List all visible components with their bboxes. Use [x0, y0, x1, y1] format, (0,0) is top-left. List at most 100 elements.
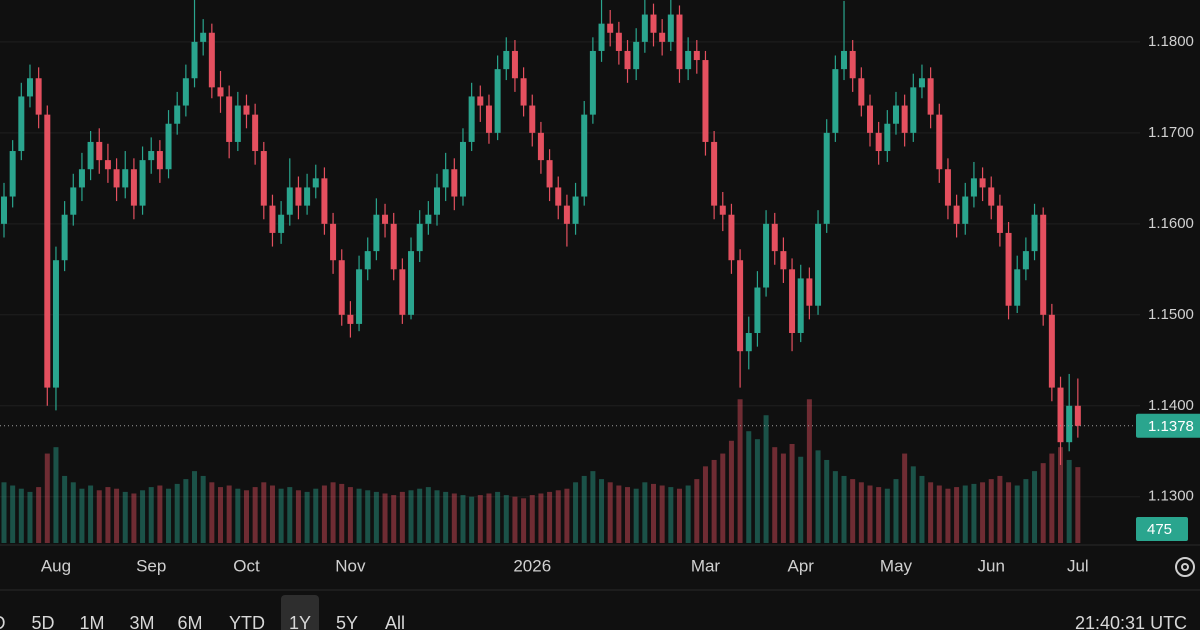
- price-pane: [1, 0, 1081, 465]
- volume-bar: [832, 471, 838, 543]
- volume-bar: [460, 495, 466, 543]
- range-button[interactable]: 6M: [177, 613, 202, 630]
- candle-body: [200, 32, 207, 42]
- volume-bar: [356, 488, 362, 543]
- candle-body: [901, 105, 908, 133]
- range-button[interactable]: YTD: [229, 613, 265, 630]
- candle-body: [390, 223, 397, 270]
- candle-body: [148, 151, 155, 161]
- candle-body: [278, 214, 285, 233]
- volume-bar: [1032, 471, 1038, 543]
- volume-bar: [174, 483, 180, 543]
- volume-bar: [928, 482, 934, 543]
- candle-body: [1066, 405, 1073, 443]
- volume-bar: [1023, 479, 1029, 543]
- volume-bar: [88, 485, 94, 543]
- candle-body: [347, 314, 354, 324]
- volume-bar: [971, 483, 977, 543]
- candle-body: [156, 151, 163, 170]
- settings-gear-center[interactable]: [1181, 563, 1189, 571]
- range-button[interactable]: 5D: [31, 613, 54, 630]
- volume-bar: [321, 485, 327, 543]
- volume-bar: [192, 471, 198, 543]
- volume-bar: [815, 450, 821, 543]
- candle-body: [944, 169, 951, 206]
- candle-body: [927, 78, 934, 115]
- candle-body: [459, 141, 466, 197]
- candle-body: [408, 251, 415, 315]
- volume-bar: [1049, 453, 1055, 543]
- settings-gear[interactable]: [1175, 557, 1195, 577]
- volume-bar: [434, 490, 440, 543]
- volume-bar: [339, 483, 345, 543]
- volume-bar: [148, 487, 154, 543]
- candle-body: [399, 269, 406, 315]
- candle-body: [260, 151, 267, 206]
- volume-bar: [313, 488, 319, 543]
- axes: 1.1300 1.1400 1.1500 1.1600 1.1700 1.1800 Aug S…: [0, 33, 1200, 575]
- last-price-tag: [1136, 413, 1200, 438]
- volume-bar: [200, 475, 206, 543]
- y-tick-label: 1.1700: [1148, 124, 1194, 141]
- volume-bar: [858, 482, 864, 543]
- volume-bar: [910, 466, 916, 543]
- candle-body: [269, 205, 276, 233]
- volume-bar: [70, 482, 76, 543]
- candle-body: [477, 96, 484, 106]
- volume-bar: [642, 482, 648, 543]
- candle-body: [494, 69, 501, 133]
- volume-bar: [702, 466, 708, 543]
- candle-body: [555, 187, 562, 206]
- volume-bar: [1075, 467, 1081, 543]
- volume-bar: [243, 490, 249, 543]
- x-tick-label: Jul: [1067, 556, 1089, 575]
- candle-body: [468, 96, 475, 142]
- candle-body: [693, 50, 700, 61]
- toolbar: 1D 5D 1M 3M 6M YTD 1Y 5Y All 21:40:31 UTC: [0, 595, 1187, 630]
- volume-bar: [529, 495, 535, 543]
- candle-body: [356, 269, 363, 324]
- candle-body: [529, 105, 536, 133]
- volume-bar: [538, 493, 544, 543]
- x-tick-label: Sep: [136, 556, 166, 575]
- x-tick-label: Mar: [691, 556, 721, 575]
- settings-icon[interactable]: [1175, 557, 1195, 577]
- grid: [0, 41, 1140, 498]
- volume-bar: [876, 487, 882, 543]
- range-selected-bg[interactable]: [281, 595, 319, 630]
- candle-body: [598, 23, 605, 51]
- volume-bar: [1040, 463, 1046, 543]
- volume-bar: [140, 490, 146, 543]
- candle-body: [44, 114, 51, 388]
- candle-body: [763, 223, 770, 288]
- candle-body: [624, 50, 631, 70]
- candle-body: [113, 169, 120, 188]
- candle-body: [936, 114, 943, 170]
- volume-bar: [512, 496, 518, 543]
- volume-bar: [295, 490, 301, 543]
- volume-bar: [1014, 485, 1020, 543]
- range-button[interactable]: 1D: [0, 613, 6, 630]
- candle-body: [416, 223, 423, 252]
- candle-body: [208, 32, 215, 88]
- range-button[interactable]: 5Y: [336, 613, 358, 630]
- volume-bar: [754, 439, 760, 543]
- candle-body: [667, 14, 674, 42]
- range-button[interactable]: All: [385, 613, 405, 630]
- range-button[interactable]: 3M: [129, 613, 154, 630]
- range-button[interactable]: 1Y: [289, 613, 311, 630]
- range-button[interactable]: 1M: [79, 613, 104, 630]
- y-tick-label: 1.1500: [1148, 306, 1194, 323]
- volume-bar: [53, 447, 59, 543]
- candle-body: [174, 105, 181, 124]
- x-tick-label: May: [880, 556, 913, 575]
- candle-body: [226, 96, 233, 142]
- candle-body: [737, 260, 744, 352]
- candle-body: [1005, 232, 1012, 306]
- candle-body: [1031, 214, 1038, 252]
- volume-bar: [746, 431, 752, 543]
- volume-bar: [806, 399, 812, 543]
- x-tick-label: Oct: [233, 556, 260, 575]
- candle-body: [1074, 405, 1081, 426]
